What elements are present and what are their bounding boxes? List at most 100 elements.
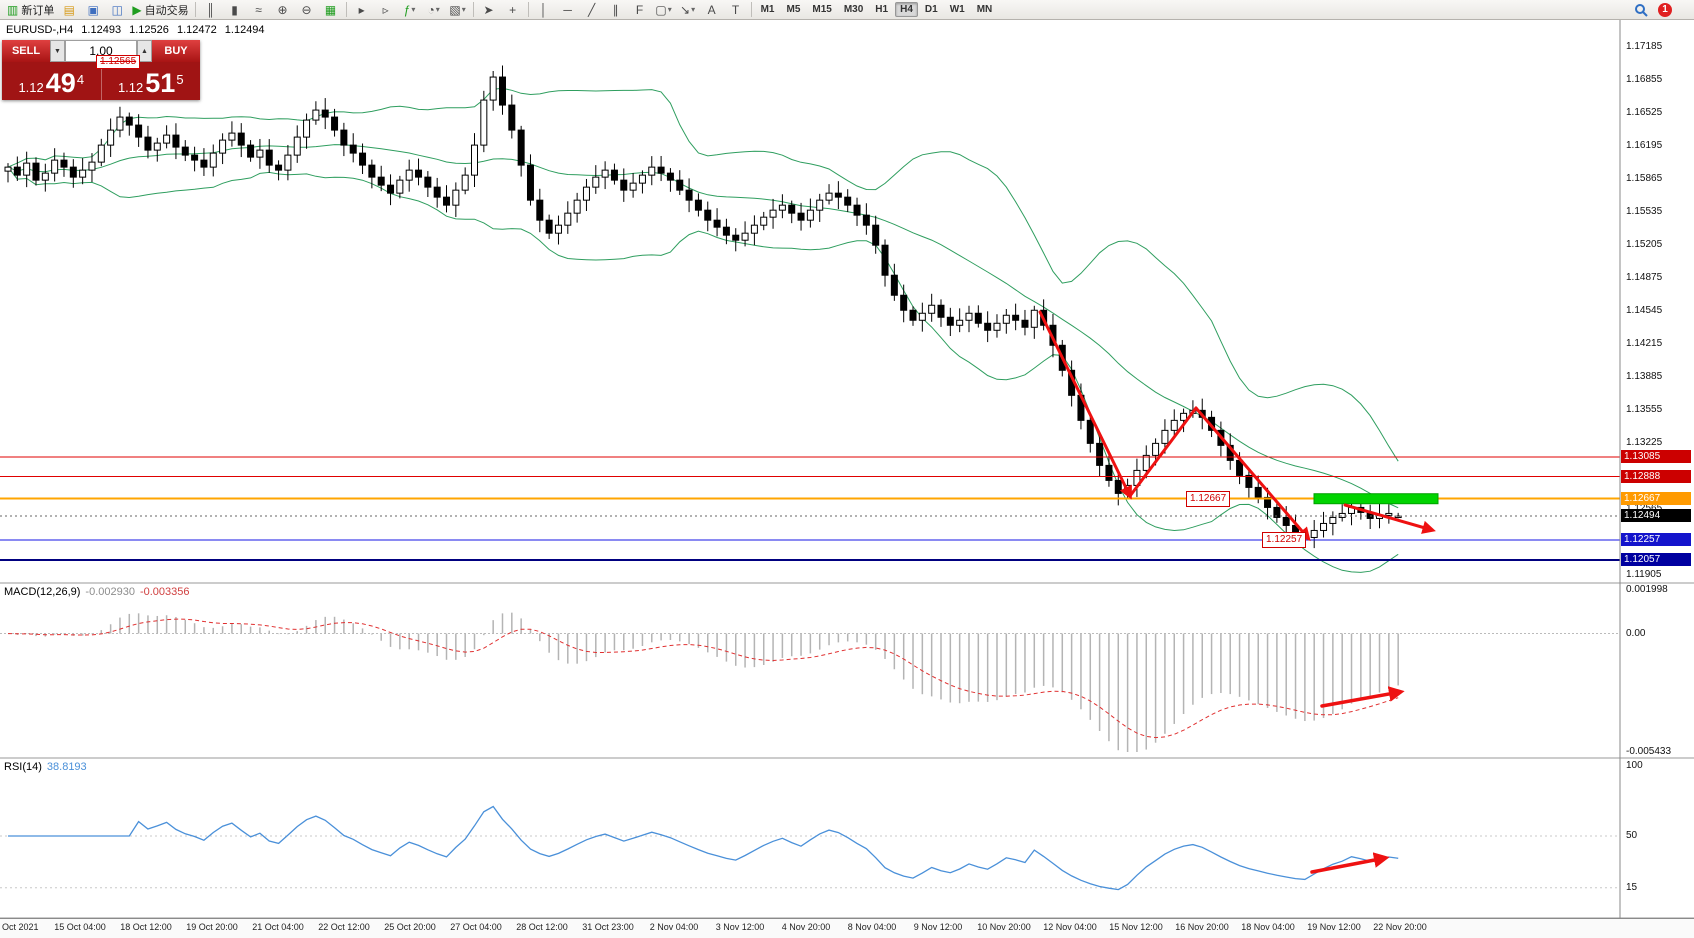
candle-body <box>387 184 395 194</box>
candle-body <box>545 219 553 234</box>
timeframe-button-m15[interactable]: M15 <box>812 4 832 15</box>
trendline-button[interactable]: ╱ <box>580 0 604 20</box>
candle-body <box>88 161 96 171</box>
search-icon <box>1635 3 1648 17</box>
ask-price[interactable]: 1.12 51 5 <box>102 62 201 100</box>
candle-body <box>872 224 880 246</box>
search-button[interactable] <box>1629 0 1653 20</box>
sell-button[interactable]: SELL <box>2 40 50 62</box>
deleted-price-label[interactable]: 1.12565 <box>96 55 141 69</box>
timeframe-button-m1[interactable]: M1 <box>760 4 775 15</box>
bid-price[interactable]: 1.12 49 4 <box>2 62 102 100</box>
market-watch-button[interactable]: ◫ <box>105 0 129 20</box>
candle-body <box>368 164 376 178</box>
indicators-button[interactable]: ƒ ▾ <box>398 0 422 20</box>
trend-arrow-end[interactable] <box>1343 503 1436 534</box>
new-order-button[interactable]: ▥ 新订单 <box>4 0 57 20</box>
templates-button[interactable]: ▧ ▾ <box>446 0 470 20</box>
green-zone-rectangle[interactable] <box>1313 493 1439 505</box>
line-chart-button[interactable]: ≈ <box>247 0 271 20</box>
one-click-trading-panel: SELL ▼ ▲ BUY 1.12 49 4 1.12 51 5 <box>2 40 200 100</box>
vertical-line-button[interactable]: │ <box>532 0 556 20</box>
cursor-button[interactable]: ➤ <box>477 0 501 20</box>
volume-increase-button[interactable]: ▲ <box>137 40 152 62</box>
rsi-name: RSI(14) <box>4 761 42 773</box>
candle-body <box>247 144 255 158</box>
shapes-button[interactable]: ▢ ▾ <box>652 0 676 20</box>
candle-body <box>349 144 357 154</box>
auto-scroll-button[interactable]: ▸ <box>350 0 374 20</box>
candle-body <box>582 186 590 201</box>
candle-body <box>974 312 982 324</box>
crosshair-button[interactable]: + <box>501 0 525 20</box>
fibonacci-icon: F <box>635 2 644 17</box>
text-button[interactable]: A <box>700 0 724 20</box>
bid-big: 49 <box>45 68 76 99</box>
timeframe-button-h4[interactable]: H4 <box>895 2 918 17</box>
ask-big: 51 <box>145 68 176 99</box>
timeframe-button-m30[interactable]: M30 <box>843 4 864 15</box>
buy-button[interactable]: BUY <box>152 40 200 62</box>
candle-body <box>424 176 432 188</box>
candle-body <box>1282 516 1290 526</box>
text-label-icon: T <box>731 2 740 17</box>
rsi-value: 38.8193 <box>46 761 87 773</box>
chart-shift-button[interactable]: ▹ <box>374 0 398 20</box>
auto-trading-button-label: 自动交易 <box>144 4 189 17</box>
candle-body <box>415 169 423 178</box>
arrows-icon: ↘ <box>680 2 691 17</box>
notification-badge[interactable]: 1 <box>1658 2 1672 17</box>
macd-trend-arrow[interactable] <box>1320 686 1405 708</box>
timeframe-button-m5[interactable]: M5 <box>786 4 801 15</box>
text-label-button[interactable]: T <box>724 0 748 20</box>
time-axis[interactable] <box>0 918 1694 938</box>
volume-decrease-button[interactable]: ▼ <box>50 40 65 62</box>
trend-arrow-down-1[interactable] <box>1038 310 1132 500</box>
candle-body <box>135 124 143 138</box>
symbol-period: EURUSD-,H4 <box>6 24 74 36</box>
periods-button[interactable]: ◔ ▾ <box>422 0 446 20</box>
arrows-button[interactable]: ↘ ▾ <box>676 0 700 20</box>
candlestick-chart-button[interactable]: ▮ <box>223 0 247 20</box>
timeframe-button-d1[interactable]: D1 <box>924 4 938 15</box>
candle-body <box>228 132 236 141</box>
candle-body <box>340 129 348 146</box>
candle-body <box>573 199 581 214</box>
zoom-out-button[interactable]: ⊖ <box>295 0 319 20</box>
open-chart-button[interactable]: ▤ <box>57 0 81 20</box>
rsi-trend-arrow[interactable] <box>1310 852 1390 874</box>
indicators-icon: ƒ <box>403 2 411 17</box>
candle-body <box>293 136 301 156</box>
macd-signal-value: -0.003356 <box>139 586 190 598</box>
profiles-button[interactable]: ▣ <box>81 0 105 20</box>
candle-body <box>610 169 618 181</box>
zoom-in-button[interactable]: ⊕ <box>271 0 295 20</box>
chevron-down-icon: ▾ <box>667 5 672 14</box>
candle-body <box>1180 412 1188 421</box>
candle-body <box>433 186 441 198</box>
high-value: 1.12526 <box>129 24 169 36</box>
bar-chart-button[interactable]: ║ <box>199 0 223 20</box>
horizontal-line-button[interactable]: ─ <box>556 0 580 20</box>
candle-body <box>321 109 329 118</box>
candle-body <box>862 214 870 226</box>
timeframe-button-w1[interactable]: W1 <box>949 4 965 15</box>
timeframe-button-mn[interactable]: MN <box>976 4 993 15</box>
timeframe-button-h1[interactable]: H1 <box>875 4 889 15</box>
candle-body <box>452 189 460 206</box>
fibonacci-button[interactable]: F <box>628 0 652 20</box>
chart-ohlc-title: EURUSD-,H4 1.12493 1.12526 1.12472 1.124… <box>6 24 270 36</box>
auto-trading-button[interactable]: ▶ 自动交易 <box>129 0 191 20</box>
candle-body <box>984 322 992 331</box>
candle-body <box>853 204 861 216</box>
shapes-icon: ▢ <box>655 2 667 17</box>
trend-arrow-down-2[interactable] <box>1194 406 1311 542</box>
candle-body <box>79 169 87 178</box>
tile-windows-button[interactable]: ▦ <box>319 0 343 20</box>
toolbar-buttons: ▥ 新订单 ▤ ▣ ◫ ▶ 自动交易 ║ ▮ ≈ ⊕ ⊖ ▦ ▸ ▹ ƒ ▾ ◔ ▾ ▧ ▾ ➤ + │ ─ ╱ ∥ F ▢ ▾ ↘ ▾ A T <box>4 0 748 20</box>
equidistant-channel-button[interactable]: ∥ <box>604 0 628 20</box>
profiles-icon: ▣ <box>87 2 100 17</box>
candle-body <box>666 172 674 181</box>
trend-line-up[interactable] <box>1128 406 1198 498</box>
